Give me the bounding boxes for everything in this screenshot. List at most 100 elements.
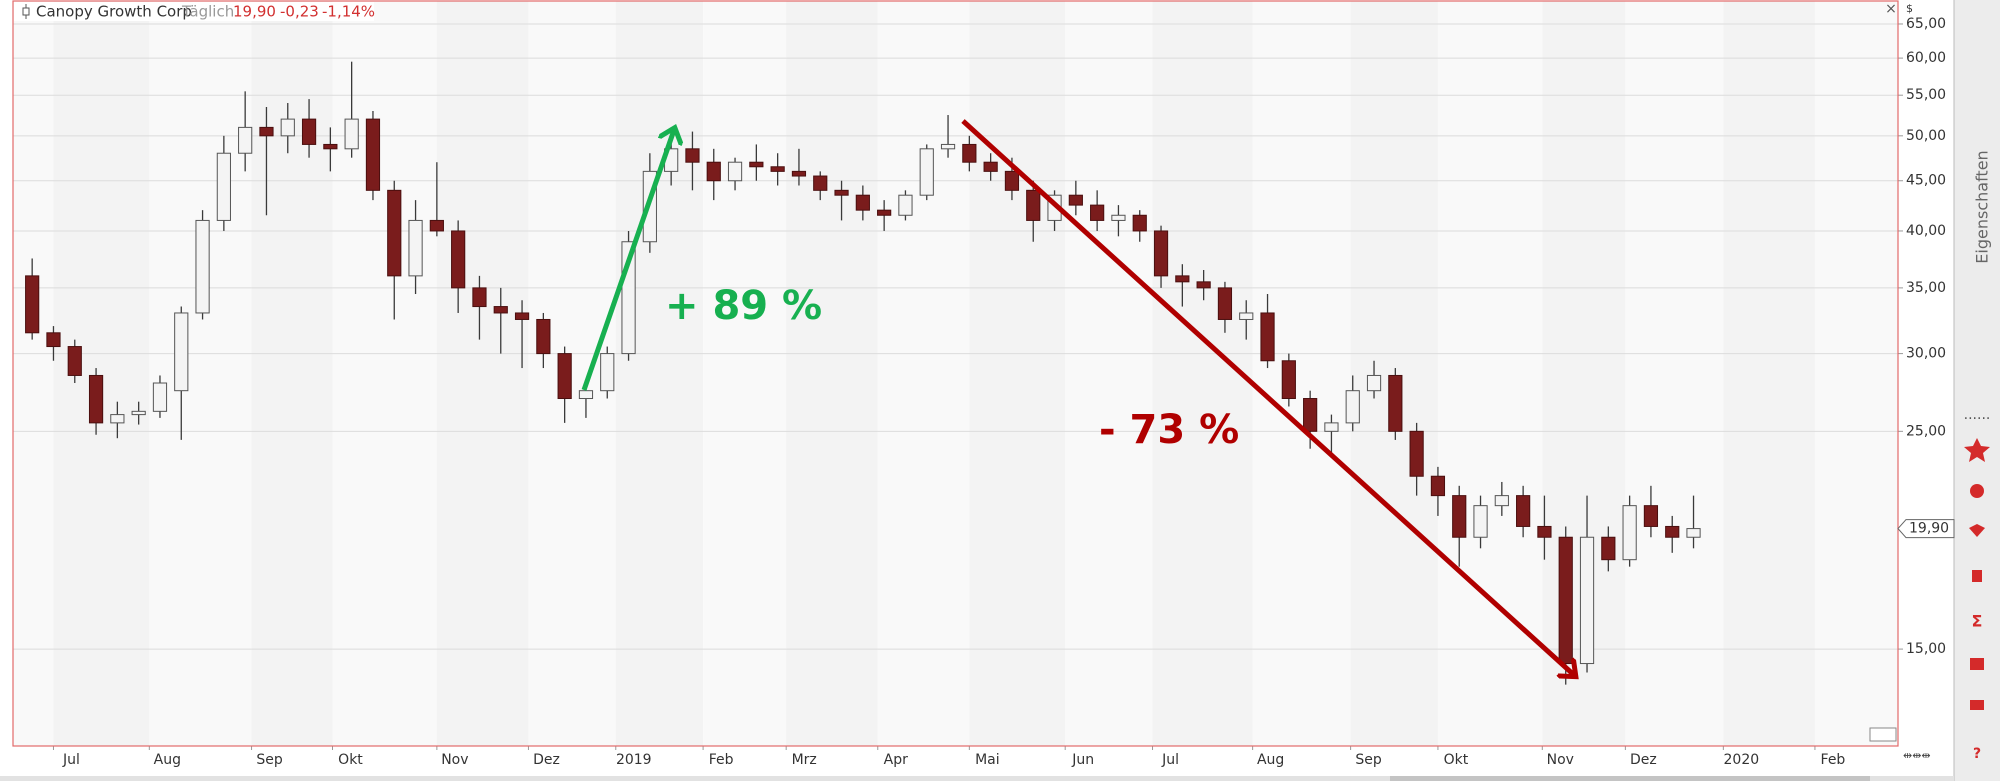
candle-body — [1132, 214, 1147, 232]
y-tick-label: 25,00 — [1906, 423, 1946, 439]
sum-icon[interactable]: Σ — [1972, 612, 1983, 631]
candle-body — [46, 332, 61, 348]
candle-body — [1239, 312, 1254, 320]
candle-body — [1111, 214, 1126, 221]
candle-body — [770, 166, 785, 172]
price-change: -0,23 — [280, 3, 319, 21]
download-icon[interactable] — [1970, 700, 1984, 710]
header-icon — [22, 4, 30, 19]
x-tick-label: Aug — [1257, 752, 1284, 768]
candle-body — [110, 414, 125, 424]
month-band — [1252, 1, 1351, 746]
candle-body — [1090, 204, 1105, 221]
x-tick-label: Sep — [1355, 752, 1382, 768]
last-price: 19,90 — [233, 3, 276, 21]
candle-body — [238, 126, 253, 154]
candle-body — [1558, 536, 1573, 665]
candle-body — [25, 275, 40, 334]
sidebar-tab[interactable]: Eigenschaften — [1973, 150, 1992, 263]
candle-body — [600, 353, 615, 392]
price-tag — [1897, 519, 1955, 539]
compare-icon[interactable] — [1972, 570, 1982, 582]
month-band — [332, 1, 437, 746]
candle-body — [1068, 194, 1083, 206]
month-band — [1350, 1, 1438, 746]
month-band — [149, 1, 252, 746]
x-tick-label: Mrz — [792, 752, 817, 768]
indicator-icon[interactable] — [1969, 524, 1985, 537]
y-tick-label: 55,00 — [1906, 87, 1946, 103]
scroll-thumb[interactable] — [1390, 776, 1870, 781]
x-tick-label: Jul — [62, 752, 80, 768]
x-tick-label: Apr — [884, 752, 908, 768]
candle-body — [813, 175, 828, 191]
month-bands — [13, 1, 1898, 746]
sidebar-dots[interactable]: ...... — [1964, 407, 1991, 423]
candle-body — [919, 148, 934, 196]
candle-body — [578, 390, 594, 400]
annotation: + 89 % — [665, 283, 822, 329]
candle-body — [152, 382, 168, 412]
candle-body — [1153, 230, 1169, 277]
y-tick-label: 30,00 — [1906, 346, 1946, 362]
month-band — [786, 1, 878, 746]
candle-body — [1260, 312, 1275, 362]
x-tick-label: Dez — [1630, 752, 1657, 768]
month-band — [969, 1, 1066, 746]
candle-body — [1622, 505, 1637, 561]
help-icon[interactable]: ? — [1973, 746, 1981, 762]
x-tick-label: Feb — [1821, 752, 1846, 768]
candle-body — [429, 219, 444, 232]
candle-body — [472, 287, 487, 308]
favorite-icon[interactable] — [1964, 438, 1990, 462]
candle-body — [1026, 189, 1041, 221]
settings-icon[interactable] — [1970, 484, 1984, 498]
month-band — [251, 1, 333, 746]
candle-body — [962, 143, 977, 163]
x-tick-label: Jul — [1161, 752, 1179, 768]
month-band — [1814, 1, 1898, 746]
month-band — [1065, 1, 1153, 746]
candle-body — [855, 194, 870, 211]
candle-body — [536, 318, 551, 355]
candle-body — [685, 148, 700, 163]
candle-body — [557, 353, 572, 400]
price-change-pct: -1,14% — [322, 3, 375, 21]
candle-body — [1665, 525, 1680, 538]
sidebar-icons: Σ ? — [1964, 438, 1990, 762]
y-tick-label: 40,00 — [1906, 223, 1946, 239]
interval: Täglich — [181, 3, 234, 21]
candle-body — [1686, 528, 1701, 538]
instrument-name: Canopy Growth Corp — [36, 3, 192, 21]
candle-body — [706, 161, 721, 182]
candle-body — [1409, 430, 1424, 477]
candle-body — [834, 189, 849, 196]
x-tick-label: Dez — [533, 752, 560, 768]
x-tick-label: 2019 — [616, 752, 652, 768]
zoom-control[interactable] — [1869, 727, 1897, 742]
scrollbar[interactable] — [0, 776, 1954, 781]
y-tick-label: 60,00 — [1906, 50, 1946, 66]
candle-body — [898, 194, 913, 216]
candle-body — [749, 161, 764, 168]
close-button[interactable]: × — [1885, 1, 1897, 17]
rise-arrow — [581, 130, 674, 391]
calendar-icon[interactable] — [1970, 658, 1984, 670]
candle-body — [1281, 360, 1296, 400]
y-tick-label: 45,00 — [1906, 173, 1946, 189]
candle-body — [88, 374, 104, 424]
candle-body — [1366, 374, 1382, 392]
candle-body — [1494, 495, 1509, 507]
month-band — [877, 1, 970, 746]
nav-controls[interactable]: ⇹⇹⇹ — [1903, 749, 1931, 762]
candle-body — [1430, 475, 1446, 497]
grid — [13, 23, 1903, 750]
x-tick-label: Feb — [709, 752, 734, 768]
candle-body — [1004, 170, 1020, 191]
x-tick-label: Aug — [154, 752, 181, 768]
candle-body — [301, 118, 317, 145]
month-band — [703, 1, 787, 746]
x-tick-label: Jun — [1071, 752, 1094, 768]
